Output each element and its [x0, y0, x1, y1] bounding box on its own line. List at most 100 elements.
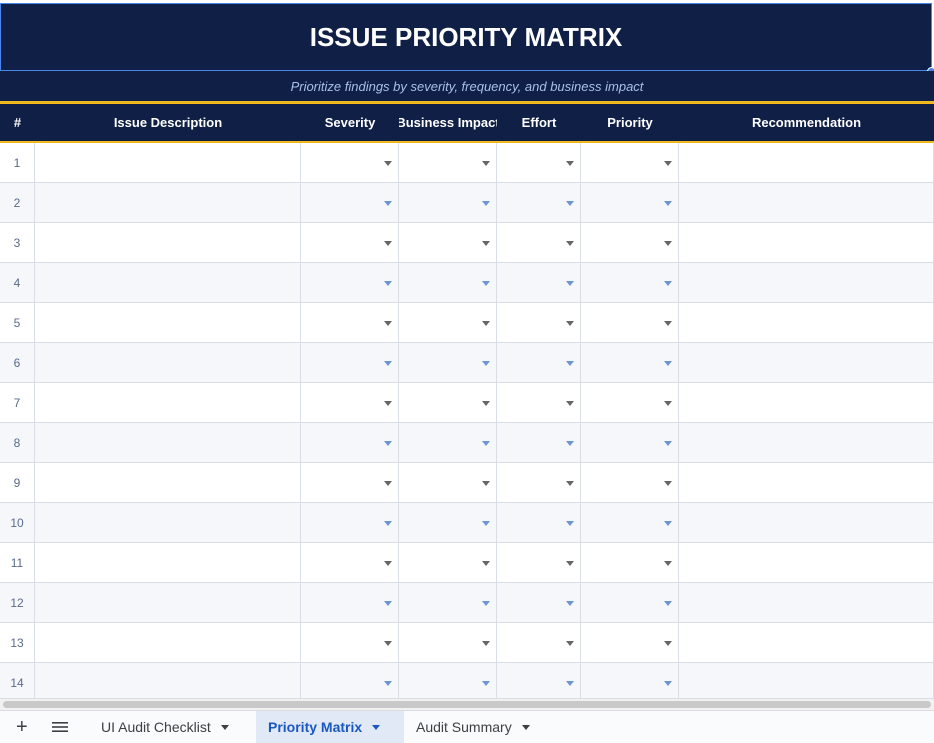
sheet-tab-label[interactable]: Priority Matrix	[268, 719, 363, 735]
cell[interactable]	[301, 223, 399, 262]
dropdown-arrow[interactable]	[664, 161, 672, 166]
cell[interactable]	[581, 663, 679, 702]
cell[interactable]	[679, 383, 934, 422]
cell[interactable]	[399, 263, 497, 302]
dropdown-arrow[interactable]	[384, 521, 392, 526]
cell[interactable]	[35, 303, 301, 342]
cell[interactable]	[679, 503, 934, 542]
cell[interactable]	[301, 663, 399, 702]
cell[interactable]	[399, 543, 497, 582]
dropdown-arrow[interactable]	[482, 161, 490, 166]
cell[interactable]	[679, 143, 934, 182]
cell[interactable]	[35, 503, 301, 542]
dropdown-arrow[interactable]	[664, 521, 672, 526]
cell[interactable]	[679, 303, 934, 342]
cell[interactable]	[301, 583, 399, 622]
cell[interactable]	[497, 503, 581, 542]
dropdown-arrow[interactable]	[664, 601, 672, 606]
cell[interactable]	[399, 303, 497, 342]
column-header[interactable]: Recommendation	[751, 115, 862, 130]
cell[interactable]	[497, 343, 581, 382]
cell[interactable]	[679, 343, 934, 382]
cell[interactable]	[497, 543, 581, 582]
cell[interactable]	[399, 583, 497, 622]
dropdown-arrow[interactable]	[566, 441, 574, 446]
cell[interactable]	[399, 143, 497, 182]
cell[interactable]	[301, 383, 399, 422]
dropdown-arrow[interactable]	[384, 481, 392, 486]
cell[interactable]	[497, 583, 581, 622]
dropdown-arrow[interactable]	[384, 681, 392, 686]
all-sheets-button[interactable]	[40, 711, 80, 743]
cell[interactable]	[581, 383, 679, 422]
sheet-tab-label[interactable]: UI Audit Checklist	[101, 719, 211, 735]
cell[interactable]	[679, 223, 934, 262]
cell[interactable]	[399, 383, 497, 422]
dropdown-arrow[interactable]	[384, 281, 392, 286]
cell[interactable]	[35, 663, 301, 702]
cell[interactable]	[679, 583, 934, 622]
dropdown-arrow[interactable]	[384, 161, 392, 166]
cell[interactable]	[399, 503, 497, 542]
dropdown-arrow[interactable]	[566, 241, 574, 246]
dropdown-arrow[interactable]	[566, 321, 574, 326]
cell[interactable]	[399, 463, 497, 502]
cell[interactable]	[301, 303, 399, 342]
dropdown-arrow[interactable]	[566, 481, 574, 486]
dropdown-arrow[interactable]	[482, 561, 490, 566]
cell[interactable]	[497, 463, 581, 502]
dropdown-arrow[interactable]	[384, 641, 392, 646]
column-header[interactable]: #	[13, 115, 22, 130]
dropdown-arrow[interactable]	[482, 281, 490, 286]
scrollbar[interactable]	[0, 698, 934, 710]
dropdown-arrow[interactable]	[384, 441, 392, 446]
cell[interactable]	[581, 623, 679, 662]
cell[interactable]	[301, 183, 399, 222]
cell[interactable]	[301, 343, 399, 382]
cell[interactable]	[679, 263, 934, 302]
cell[interactable]	[679, 183, 934, 222]
cell[interactable]	[497, 183, 581, 222]
cell[interactable]	[35, 343, 301, 382]
dropdown-arrow[interactable]	[566, 161, 574, 166]
cell[interactable]	[35, 143, 301, 182]
column-header[interactable]: Severity	[324, 115, 376, 130]
dropdown-arrow[interactable]	[482, 641, 490, 646]
cell[interactable]	[399, 343, 497, 382]
dropdown-arrow[interactable]	[482, 201, 490, 206]
dropdown-arrow[interactable]	[664, 561, 672, 566]
cell[interactable]	[35, 583, 301, 622]
cell[interactable]	[679, 463, 934, 502]
dropdown-arrow[interactable]	[384, 241, 392, 246]
cell[interactable]	[497, 223, 581, 262]
cell[interactable]	[399, 223, 497, 262]
cell[interactable]	[581, 343, 679, 382]
cell[interactable]	[399, 183, 497, 222]
cell[interactable]	[35, 463, 301, 502]
cell[interactable]	[35, 423, 301, 462]
cell[interactable]	[35, 183, 301, 222]
dropdown-arrow[interactable]	[384, 361, 392, 366]
dropdown-arrow[interactable]	[482, 401, 490, 406]
cell[interactable]	[301, 463, 399, 502]
dropdown-arrow[interactable]	[566, 681, 574, 686]
sheet-tab-label[interactable]: Audit Summary	[416, 719, 512, 735]
cell[interactable]	[679, 543, 934, 582]
cell[interactable]	[301, 143, 399, 182]
dropdown-arrow[interactable]	[566, 601, 574, 606]
dropdown-arrow[interactable]	[566, 561, 574, 566]
dropdown-arrow[interactable]	[384, 321, 392, 326]
cell[interactable]	[35, 223, 301, 262]
add-sheet-button[interactable]: +	[16, 715, 28, 738]
dropdown-arrow[interactable]	[482, 521, 490, 526]
sheet-tab-menu-arrow[interactable]	[372, 724, 381, 730]
dropdown-arrow[interactable]	[482, 481, 490, 486]
dropdown-arrow[interactable]	[482, 241, 490, 246]
subtitle[interactable]: Prioritize findings by severity, frequen…	[0, 71, 934, 101]
dropdown-arrow[interactable]	[566, 521, 574, 526]
cell[interactable]	[581, 183, 679, 222]
cell[interactable]	[301, 503, 399, 542]
cell[interactable]	[399, 423, 497, 462]
cell[interactable]	[679, 623, 934, 662]
cell[interactable]	[497, 303, 581, 342]
